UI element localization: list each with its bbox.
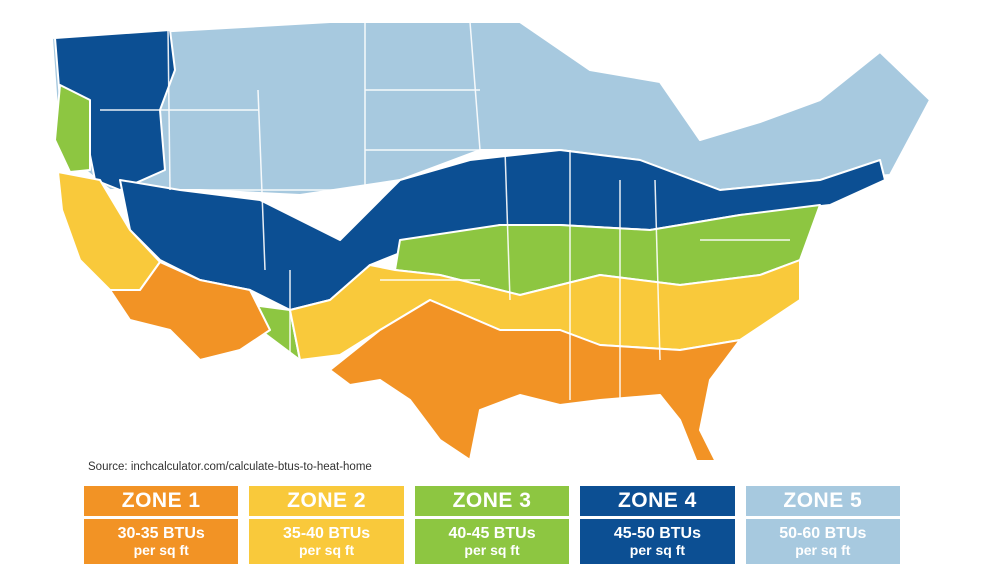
zone-card-5: ZONE 5 50-60 BTUs per sq ft	[745, 486, 901, 564]
zone-card-3: ZONE 3 40-45 BTUs per sq ft	[414, 486, 570, 564]
zone-legend: ZONE 1 30-35 BTUs per sq ft ZONE 2 35-40…	[84, 486, 901, 564]
zone-description: 35-40 BTUs per sq ft	[249, 519, 404, 564]
btu-unit: per sq ft	[133, 541, 189, 558]
zone-description: 40-45 BTUs per sq ft	[414, 519, 570, 564]
zone3-region-west-coast	[54, 84, 91, 173]
btu-unit: per sq ft	[298, 541, 355, 558]
btu-unit: per sq ft	[795, 541, 851, 558]
zone-card-4: ZONE 4 45-50 BTUs per sq ft	[580, 486, 735, 564]
btu-range: 35-40 BTUs	[283, 524, 371, 542]
zone-label: ZONE 5	[745, 486, 901, 516]
zone-card-2: ZONE 2 35-40 BTUs per sq ft	[249, 486, 404, 564]
source-caption: Source: inchcalculator.com/calculate-btu…	[88, 461, 372, 473]
zone1-region-southwest	[109, 261, 271, 361]
zone4-region-mountain	[119, 149, 886, 311]
state-borders	[100, 21, 790, 400]
zone-description: 30-35 BTUs per sq ft	[84, 519, 239, 564]
btu-range: 50-60 BTUs	[779, 524, 867, 542]
zone1-region-gulf	[329, 299, 741, 460]
zone-card-1: ZONE 1 30-35 BTUs per sq ft	[84, 486, 239, 564]
map-svg	[51, 21, 931, 460]
zone-description: 45-50 BTUs per sq ft	[580, 519, 735, 564]
btu-unit: per sq ft	[629, 541, 686, 558]
btu-range: 30-35 BTUs	[117, 524, 205, 542]
zone-label: ZONE 3	[414, 486, 570, 516]
zone-label: ZONE 4	[580, 486, 735, 516]
btu-range: 45-50 BTUs	[613, 524, 701, 542]
btu-unit: per sq ft	[464, 541, 520, 558]
zone-label: ZONE 1	[84, 486, 239, 516]
btu-range: 40-45 BTUs	[448, 524, 536, 542]
us-heating-zone-map	[51, 21, 931, 460]
zone-label: ZONE 2	[249, 486, 404, 516]
zone-description: 50-60 BTUs per sq ft	[745, 519, 901, 564]
